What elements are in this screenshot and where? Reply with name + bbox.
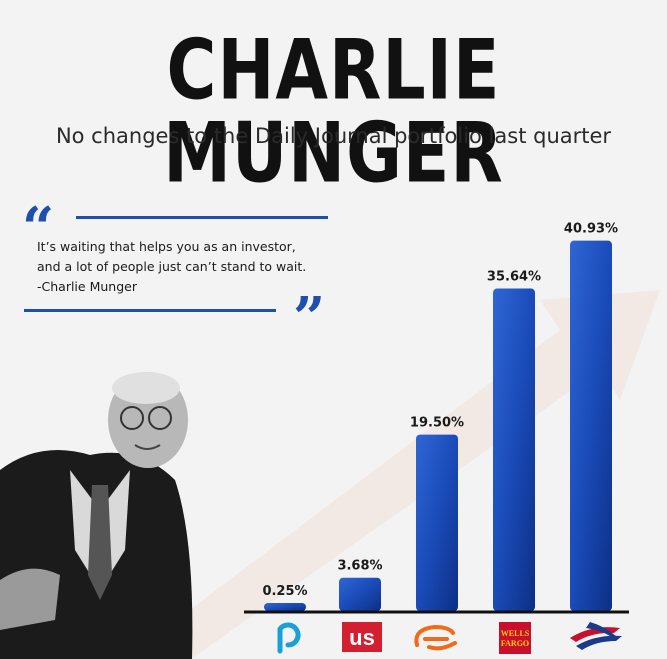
charlie-munger-portrait: [0, 372, 193, 659]
page-subtitle: No changes to the Daily Journal portfoli…: [55, 124, 612, 148]
bar-value-label: 0.25%: [262, 584, 307, 599]
wells-fargo-logo-icon: WELLS FARGO: [499, 622, 531, 654]
page-title: CHARLIE MUNGER: [163, 22, 504, 203]
bar-5: [570, 240, 612, 611]
open-quote-icon: “: [22, 195, 55, 261]
svg-text:WELLS: WELLS: [501, 629, 530, 638]
close-quote-icon: ”: [293, 285, 326, 351]
svg-text:FARGO: FARGO: [501, 639, 529, 648]
svg-text:us: us: [349, 625, 375, 650]
bar-value-label: 3.68%: [337, 559, 382, 574]
bar-value-label: 35.64%: [487, 270, 541, 285]
pacific-logo-icon: [277, 622, 301, 654]
bar-value-label: 40.93%: [564, 222, 618, 237]
quote-divider-top: [76, 216, 328, 219]
bar-3: [416, 434, 458, 611]
quote-text: It’s waiting that helps you as an invest…: [37, 237, 337, 297]
bar-1: [264, 603, 306, 611]
alibaba-logo-icon: [414, 624, 457, 651]
bar-4: [493, 288, 535, 611]
bar-2: [339, 577, 381, 611]
quote-attribution: -Charlie Munger: [37, 279, 137, 294]
quote-line-2: and a lot of people just can’t stand to …: [37, 259, 307, 274]
bar-value-label: 19.50%: [410, 416, 464, 431]
quote-divider-bottom: [24, 309, 276, 312]
us-bancorp-logo-icon: us: [342, 622, 382, 652]
bank-of-america-logo-icon: [570, 622, 622, 650]
quote-line-1: It’s waiting that helps you as an invest…: [37, 239, 296, 254]
